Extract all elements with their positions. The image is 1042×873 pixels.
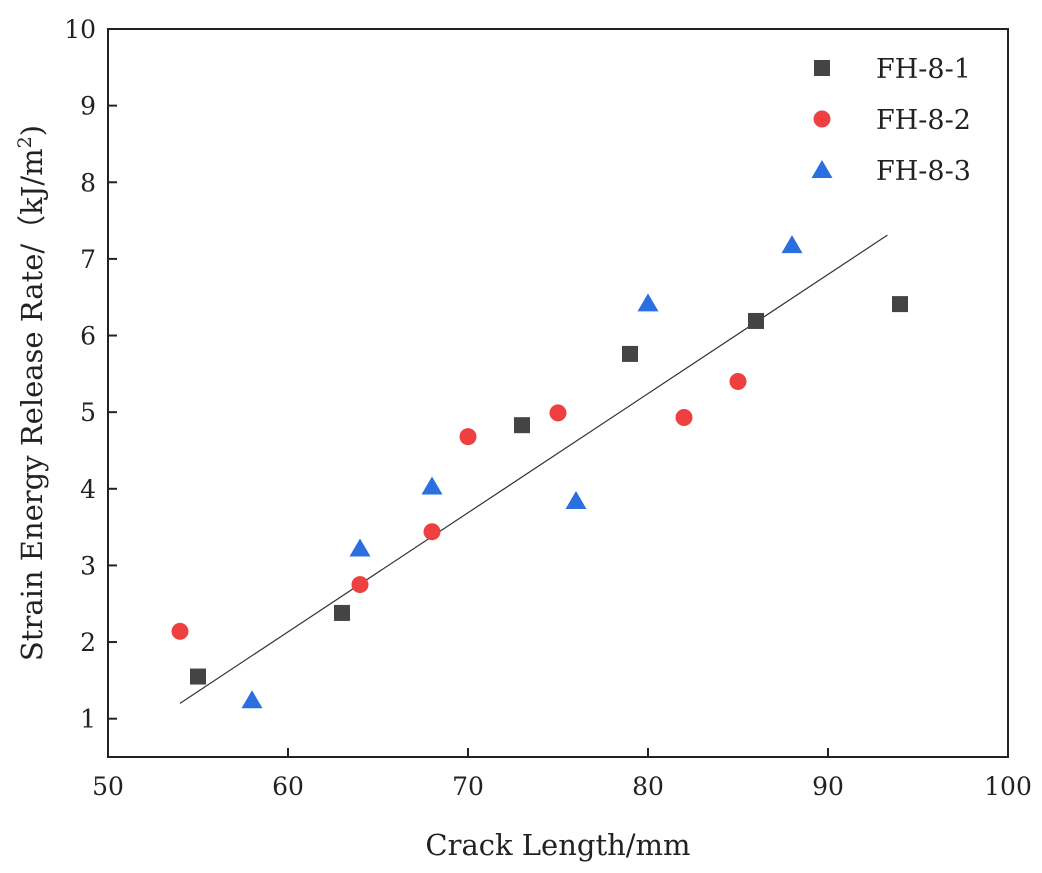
y-axis-ticks: 1 2 3 4 5 6 7 8 9 10 [64,15,117,734]
y-tick-label: 5 [80,398,96,427]
point-fh-8-2 [423,523,441,541]
x-tick-label: 80 [632,772,664,801]
y-tick-label: 3 [80,551,96,580]
point-fh-8-2 [171,622,189,640]
y-tick-label: 9 [80,92,96,121]
y-axis-title-main: Strain Energy Release Rate/（kJ/m [15,148,49,661]
point-fh-8-3 [637,293,659,312]
point-fh-8-2 [675,409,693,427]
x-axis-title: Crack Length/mm [425,828,690,862]
point-fh-8-1 [334,604,350,621]
point-fh-8-2 [549,404,567,422]
legend: FH-8-1 FH-8-2 FH-8-3 [811,54,971,187]
legend-marker-fh-8-1 [814,60,830,76]
legend-marker-fh-8-3 [811,160,833,178]
y-tick-label: 4 [80,475,96,504]
point-fh-8-3 [421,476,443,495]
y-tick-label: 10 [64,15,96,44]
legend-label-fh-8-1: FH-8-1 [876,54,971,85]
x-tick-label: 60 [272,772,304,801]
x-tick-label: 50 [92,772,124,801]
point-fh-8-1 [892,296,908,313]
y-axis-title-superscript: 2 [14,136,36,148]
point-fh-8-2 [729,373,747,391]
y-tick-label: 8 [80,168,96,197]
y-tick-label: 6 [80,322,96,351]
plot-frame [107,28,1009,758]
point-fh-8-3 [349,538,371,557]
legend-marker-fh-8-2 [813,110,831,128]
x-axis-ticks: 50 60 70 80 90 100 [92,748,1032,801]
point-fh-8-1 [748,312,764,329]
point-fh-8-2 [459,428,477,446]
y-tick-label: 7 [80,245,96,274]
point-fh-8-1 [514,417,530,434]
y-axis-title-close: ) [15,125,49,136]
y-axis-title: Strain Energy Release Rate/（kJ/m2) [14,125,49,661]
point-fh-8-3 [241,690,263,709]
x-tick-label: 70 [452,772,484,801]
point-fh-8-1 [190,668,206,685]
x-tick-label: 100 [984,772,1032,801]
fit-line [179,234,888,704]
x-tick-label: 90 [812,772,844,801]
y-tick-label: 2 [80,628,96,657]
legend-label-fh-8-3: FH-8-3 [876,156,971,187]
point-fh-8-3 [781,235,803,254]
point-fh-8-1 [622,345,638,362]
point-fh-8-3 [565,491,587,510]
legend-label-fh-8-2: FH-8-2 [876,105,971,136]
data-points [171,235,908,709]
point-fh-8-2 [351,576,369,594]
y-tick-label: 1 [80,705,96,734]
